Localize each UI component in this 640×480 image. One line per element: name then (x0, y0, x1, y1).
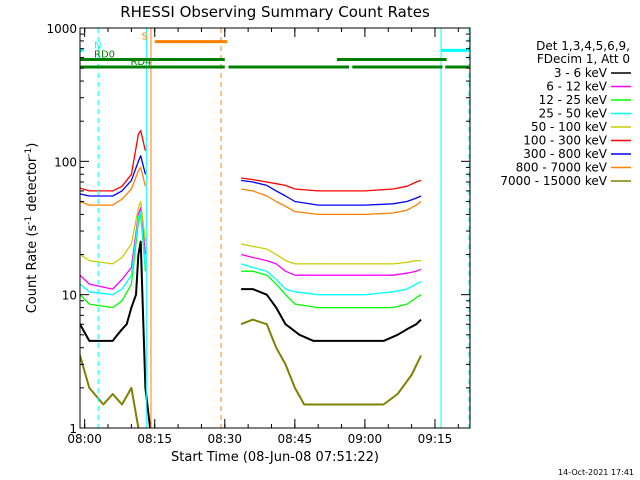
chart-title: RHESSI Observing Summary Count Rates (120, 3, 430, 21)
y-tick-label-0: 1 (69, 422, 77, 436)
y-tick-label-1: 10 (62, 289, 77, 303)
x-tick-label-5: 09:15 (418, 432, 453, 446)
series-line-6-part-0 (80, 155, 147, 197)
series-line-8-part-1 (240, 318, 422, 406)
legend-label-7: 800 - 7000 keV (516, 161, 608, 175)
flag-label-N: N (94, 40, 101, 51)
legend-label-0: 3 - 6 keV (554, 66, 608, 80)
series-line-2-part-0 (80, 213, 147, 309)
series-group (80, 129, 422, 428)
flag-label-RD4: RD4 (130, 57, 151, 68)
series-line-5-part-0 (80, 129, 147, 192)
series-line-7-part-1 (240, 188, 422, 216)
legend-label-3: 25 - 50 keV (539, 107, 608, 121)
x-tick-label-4: 09:00 (348, 432, 383, 446)
series-line-0-part-1 (241, 288, 422, 342)
series-line-1-part-1 (240, 253, 422, 276)
flag-label-S: S (142, 32, 148, 43)
series-line-2-part-1 (241, 270, 422, 309)
series-line-7-part-0 (80, 166, 147, 206)
legend-header-1: FDecim 1, Att 0 (537, 52, 630, 66)
legend-label-2: 12 - 25 keV (539, 93, 608, 107)
series-line-3-part-1 (240, 263, 422, 296)
legend-label-6: 300 - 800 keV (523, 147, 607, 161)
series-line-6-part-1 (241, 179, 422, 206)
flags-group: N S RD0 RD4 (80, 32, 470, 69)
y-axis-label: Count Rate (s-1 detector-1) (24, 143, 40, 314)
flag-label-RD0: RD0 (94, 50, 115, 61)
vline-group (80, 28, 470, 428)
series-line-0-part-0 (80, 240, 152, 428)
series-line-3-part-0 (80, 210, 147, 296)
legend-label-4: 50 - 100 keV (531, 120, 608, 134)
legend-label-5: 100 - 300 keV (523, 134, 607, 148)
x-tick-label-0: 08:00 (67, 432, 102, 446)
series-line-4-part-0 (80, 200, 147, 265)
series-line-5-part-1 (241, 177, 422, 192)
y-tick-label-3: 1000 (46, 22, 77, 36)
legend-label-8: 7000 - 15000 keV (500, 174, 607, 188)
legend-header-0: Det 1,3,4,5,6,9, (536, 39, 630, 53)
x-axis-label: Start Time (08-Jun-08 07:51:22) (171, 450, 379, 465)
y-tick-label-2: 100 (54, 155, 77, 169)
legend-label-1: 6 - 12 keV (546, 80, 608, 94)
series-line-1-part-0 (80, 206, 147, 290)
x-tick-label-2: 08:30 (207, 432, 242, 446)
x-tick-label-3: 08:45 (278, 432, 313, 446)
plot-frame (79, 27, 471, 429)
x-tick-label-1: 08:15 (137, 432, 172, 446)
series-line-8-part-0 (80, 353, 140, 428)
timestamp: 14-Oct-2021 17:41 (558, 468, 634, 477)
series-line-4-part-1 (240, 243, 421, 265)
